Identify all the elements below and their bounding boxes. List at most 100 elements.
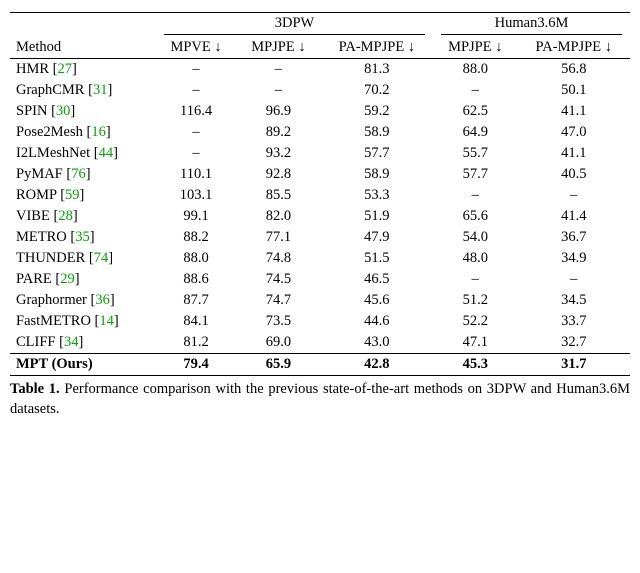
results-table: Method 3DPW Human3.6M MPVE ↓ MPJPE ↓ PA-…: [10, 12, 630, 376]
cite-ref: 27: [58, 61, 73, 77]
value-cell: 81.3: [321, 59, 433, 81]
cite-ref: 76: [71, 166, 86, 182]
value-cell: 50.1: [518, 80, 631, 101]
value-cell: 57.7: [433, 164, 517, 185]
value-cell: 92.8: [236, 164, 320, 185]
value-cell: 36.7: [518, 227, 631, 248]
value-cell: –: [518, 269, 631, 290]
method-name: Pose2Mesh: [16, 124, 83, 140]
table-row: VIBE [28]99.182.051.965.641.4: [10, 206, 630, 227]
cite-ref: 31: [93, 82, 108, 98]
value-cell: –: [236, 80, 320, 101]
method-name: FastMETRO: [16, 313, 91, 329]
value-cell: 47.1: [433, 332, 517, 354]
group-h36m-label: Human3.6M: [495, 15, 569, 31]
value-cell: 43.0: [321, 332, 433, 354]
method-cell: FastMETRO [14]: [10, 311, 156, 332]
value-cell: 45.6: [321, 290, 433, 311]
value-cell: 70.2: [321, 80, 433, 101]
table-row: METRO [35]88.277.147.954.036.7: [10, 227, 630, 248]
value-cell: 55.7: [433, 143, 517, 164]
value-cell: 74.7: [236, 290, 320, 311]
cite-ref: 16: [91, 124, 106, 140]
method-name: METRO: [16, 229, 67, 245]
ours-v0: 79.4: [156, 354, 236, 376]
value-cell: –: [156, 122, 236, 143]
value-cell: 62.5: [433, 101, 517, 122]
value-cell: 32.7: [518, 332, 631, 354]
method-name: CLIFF: [16, 334, 56, 350]
method-cell: PyMAF [76]: [10, 164, 156, 185]
method-name: THUNDER: [16, 250, 85, 266]
row-ours: MPT (Ours) 79.4 65.9 42.8 45.3 31.7: [10, 354, 630, 376]
ours-v4: 31.7: [518, 354, 631, 376]
value-cell: 65.6: [433, 206, 517, 227]
value-cell: 51.5: [321, 248, 433, 269]
value-cell: 47.9: [321, 227, 433, 248]
table-row: SPIN [30]116.496.959.262.541.1: [10, 101, 630, 122]
value-cell: 88.0: [156, 248, 236, 269]
value-cell: 84.1: [156, 311, 236, 332]
group-h36m: Human3.6M: [433, 13, 630, 38]
method-name: PARE: [16, 271, 52, 287]
method-cell: GraphCMR [31]: [10, 80, 156, 101]
caption-label: Table 1.: [10, 381, 60, 397]
value-cell: 56.8: [518, 59, 631, 81]
value-cell: –: [236, 59, 320, 81]
col-method: Method: [10, 13, 156, 59]
value-cell: 59.2: [321, 101, 433, 122]
value-cell: –: [433, 185, 517, 206]
method-cell: I2LMeshNet [44]: [10, 143, 156, 164]
value-cell: 82.0: [236, 206, 320, 227]
method-name: VIBE: [16, 208, 50, 224]
col-3dpw-pampjpe: PA-MPJPE ↓: [321, 37, 433, 59]
value-cell: 89.2: [236, 122, 320, 143]
value-cell: 96.9: [236, 101, 320, 122]
method-cell: METRO [35]: [10, 227, 156, 248]
method-name: HMR: [16, 61, 49, 77]
value-cell: 53.3: [321, 185, 433, 206]
col-3dpw-mpve: MPVE ↓: [156, 37, 236, 59]
value-cell: 34.5: [518, 290, 631, 311]
method-cell: HMR [27]: [10, 59, 156, 81]
method-cell: PARE [29]: [10, 269, 156, 290]
value-cell: 47.0: [518, 122, 631, 143]
value-cell: 87.7: [156, 290, 236, 311]
cite-ref: 36: [95, 292, 110, 308]
value-cell: 110.1: [156, 164, 236, 185]
cite-ref: 28: [58, 208, 73, 224]
method-cell: THUNDER [74]: [10, 248, 156, 269]
value-cell: 51.9: [321, 206, 433, 227]
value-cell: –: [156, 143, 236, 164]
value-cell: 44.6: [321, 311, 433, 332]
value-cell: 40.5: [518, 164, 631, 185]
value-cell: –: [156, 80, 236, 101]
table-row: I2LMeshNet [44]–93.257.755.741.1: [10, 143, 630, 164]
value-cell: 81.2: [156, 332, 236, 354]
table-row: GraphCMR [31]––70.2–50.1: [10, 80, 630, 101]
table-row: HMR [27]––81.388.056.8: [10, 59, 630, 81]
method-cell: Pose2Mesh [16]: [10, 122, 156, 143]
method-name: PyMAF: [16, 166, 63, 182]
cite-ref: 59: [65, 187, 80, 203]
col-h36m-pampjpe: PA-MPJPE ↓: [518, 37, 631, 59]
table-row: PyMAF [76]110.192.858.957.740.5: [10, 164, 630, 185]
value-cell: 69.0: [236, 332, 320, 354]
value-cell: 58.9: [321, 164, 433, 185]
ours-v3: 45.3: [433, 354, 517, 376]
table-caption: Table 1. Performance comparison with the…: [10, 380, 630, 419]
value-cell: 54.0: [433, 227, 517, 248]
table-row: Graphormer [36]87.774.745.651.234.5: [10, 290, 630, 311]
value-cell: 52.2: [433, 311, 517, 332]
value-cell: 74.5: [236, 269, 320, 290]
cite-ref: 74: [94, 250, 109, 266]
cite-ref: 14: [99, 313, 114, 329]
value-cell: 88.2: [156, 227, 236, 248]
group-3dpw-label: 3DPW: [275, 15, 314, 31]
table-row: Pose2Mesh [16]–89.258.964.947.0: [10, 122, 630, 143]
value-cell: 103.1: [156, 185, 236, 206]
value-cell: 116.4: [156, 101, 236, 122]
method-name: Graphormer: [16, 292, 87, 308]
method-name: GraphCMR: [16, 82, 84, 98]
value-cell: 41.1: [518, 143, 631, 164]
